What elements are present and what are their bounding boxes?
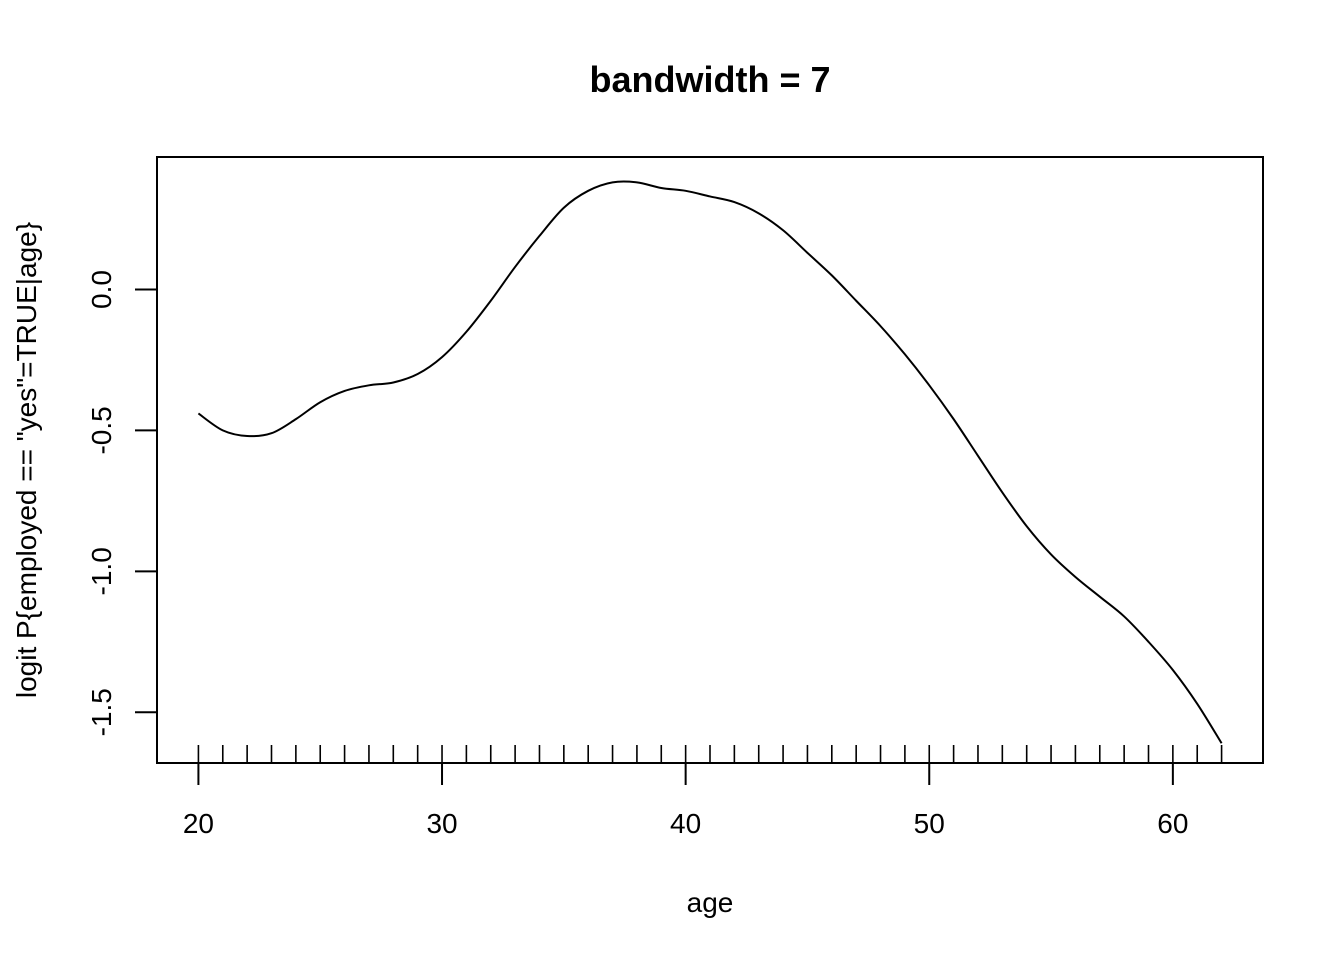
y-tick-label: -1.0 bbox=[86, 547, 117, 595]
series-line bbox=[197, 180, 1223, 744]
y-tick-label: 0.0 bbox=[86, 270, 117, 309]
plot-frame bbox=[156, 156, 1264, 764]
x-tick-label: 30 bbox=[426, 808, 457, 839]
chart-title: bandwidth = 7 bbox=[589, 59, 830, 100]
x-axis: 20 30 40 50 60 bbox=[183, 762, 1188, 839]
x-tick-label: 60 bbox=[1157, 808, 1188, 839]
y-tick-label: -1.5 bbox=[86, 688, 117, 736]
rug-marks bbox=[197, 745, 1223, 763]
x-tick-label: 40 bbox=[670, 808, 701, 839]
x-axis-label: age bbox=[687, 887, 734, 918]
y-axis-label: logit P{employed == "yes"=TRUE|age} bbox=[11, 222, 42, 698]
x-tick-label: 50 bbox=[914, 808, 945, 839]
y-axis: -1.5 -1.0 -0.5 0.0 bbox=[86, 270, 158, 736]
y-tick-label: -0.5 bbox=[86, 406, 117, 454]
x-tick-label: 20 bbox=[183, 808, 214, 839]
